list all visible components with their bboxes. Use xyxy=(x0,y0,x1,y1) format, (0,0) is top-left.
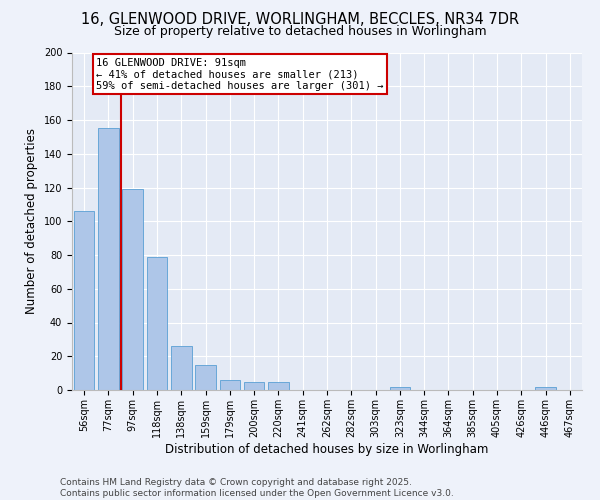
Text: 16, GLENWOOD DRIVE, WORLINGHAM, BECCLES, NR34 7DR: 16, GLENWOOD DRIVE, WORLINGHAM, BECCLES,… xyxy=(81,12,519,28)
Bar xyxy=(535,386,556,390)
Bar xyxy=(146,256,167,390)
Text: 16 GLENWOOD DRIVE: 91sqm
← 41% of detached houses are smaller (213)
59% of semi-: 16 GLENWOOD DRIVE: 91sqm ← 41% of detach… xyxy=(96,58,384,91)
Bar xyxy=(171,346,191,390)
Y-axis label: Number of detached properties: Number of detached properties xyxy=(25,128,38,314)
Text: Size of property relative to detached houses in Worlingham: Size of property relative to detached ho… xyxy=(113,25,487,38)
Bar xyxy=(244,382,265,390)
Bar xyxy=(98,128,119,390)
Bar xyxy=(268,382,289,390)
Bar xyxy=(195,364,216,390)
Bar xyxy=(74,211,94,390)
Bar xyxy=(220,380,240,390)
Bar xyxy=(389,386,410,390)
Text: Contains HM Land Registry data © Crown copyright and database right 2025.
Contai: Contains HM Land Registry data © Crown c… xyxy=(60,478,454,498)
X-axis label: Distribution of detached houses by size in Worlingham: Distribution of detached houses by size … xyxy=(166,442,488,456)
Bar xyxy=(122,189,143,390)
